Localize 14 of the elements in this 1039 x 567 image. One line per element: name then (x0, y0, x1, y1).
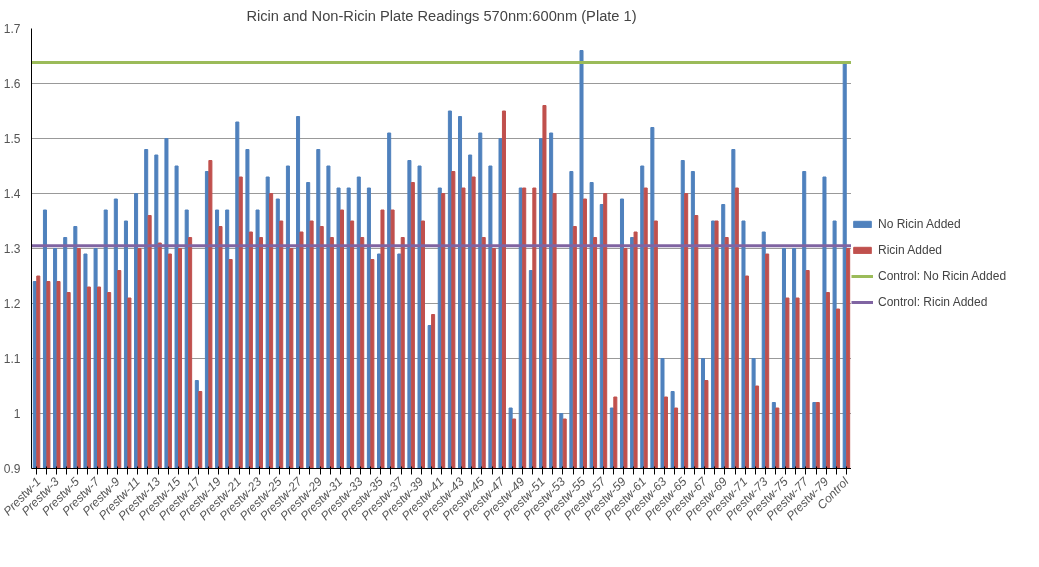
y-tick-label: 1.4 (3, 187, 21, 201)
legend-label: Ricin Added (878, 242, 943, 257)
y-tick-label: 1.2 (3, 297, 21, 311)
legend-label: Control: Ricin Added (878, 294, 988, 309)
y-tick-label: 1 (13, 407, 21, 421)
chart-title: Ricin and Non-Ricin Plate Readings 570nm:600nm (Plate 1) (246, 7, 637, 24)
y-tick-label: 0.9 (3, 462, 21, 476)
y-tick-label: 1.6 (3, 77, 21, 91)
y-tick-label: 1.3 (3, 242, 21, 256)
y-tick-label: 1.1 (3, 352, 21, 366)
legend-label: No Ricin Added (878, 216, 961, 231)
y-tick-label: 1.5 (3, 132, 21, 146)
y-tick-label: 1.7 (3, 22, 21, 36)
legend-label: Control: No Ricin Added (878, 268, 1007, 283)
